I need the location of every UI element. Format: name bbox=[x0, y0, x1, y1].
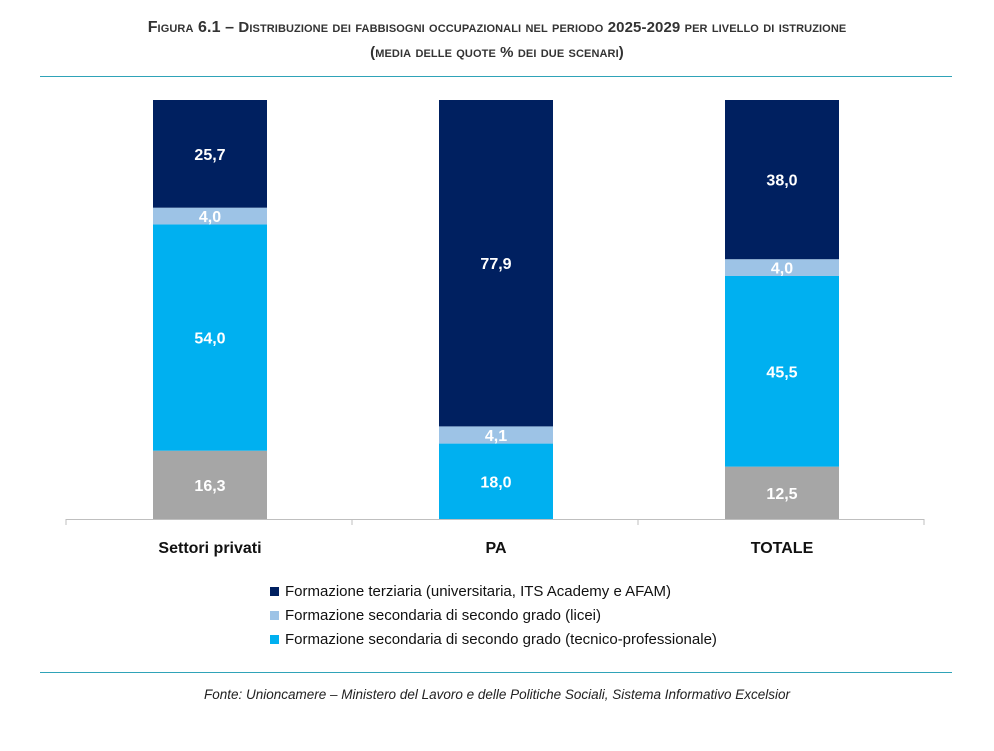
legend-item: Formazione secondaria di secondo grado (… bbox=[270, 627, 717, 651]
top-divider bbox=[40, 76, 952, 77]
data-label: 77,9 bbox=[480, 256, 511, 273]
stacked-bar-chart: 16,3 54,0 4,0 25,7 Settori privati 18,0 4,1 77,… bbox=[65, 100, 925, 557]
figure-title-text: Distribuzione dei fabbisogni occupaziona… bbox=[238, 19, 847, 36]
data-label: 12,5 bbox=[766, 486, 797, 503]
legend-swatch bbox=[270, 634, 279, 644]
bottom-divider bbox=[40, 672, 952, 673]
legend-label: Formazione secondaria di secondo grado (… bbox=[285, 630, 717, 648]
bar-segment bbox=[153, 224, 267, 451]
data-label: 45,5 bbox=[766, 364, 797, 381]
x-tick-label: PA bbox=[485, 540, 506, 557]
chart-legend: Formazione terziaria (universitaria, ITS… bbox=[270, 579, 717, 651]
legend-swatch bbox=[270, 586, 279, 596]
bar-segment bbox=[153, 100, 267, 208]
data-label: 4,0 bbox=[199, 209, 221, 226]
legend-label: Formazione secondaria di secondo grado (… bbox=[285, 606, 601, 624]
data-label: 16,3 bbox=[194, 478, 225, 495]
x-tick-label: TOTALE bbox=[751, 540, 814, 557]
x-tick-label: Settori privati bbox=[158, 540, 261, 557]
data-label: 4,0 bbox=[771, 261, 793, 278]
bar-segment bbox=[725, 275, 839, 467]
chart-title: Figura 6.1 – Distribuzione dei fabbisogn… bbox=[0, 19, 994, 37]
bar-segment bbox=[153, 207, 267, 225]
legend-label: Formazione terziaria (universitaria, ITS… bbox=[285, 582, 671, 600]
bar-segment bbox=[725, 466, 839, 519]
bar-segment bbox=[439, 100, 553, 427]
data-label: 18,0 bbox=[480, 474, 511, 491]
legend-item: Formazione secondaria di secondo grado (… bbox=[270, 603, 717, 627]
data-label: 25,7 bbox=[194, 147, 225, 164]
bar-segment bbox=[439, 443, 553, 519]
bar-segment bbox=[725, 259, 839, 276]
bar-segment bbox=[153, 450, 267, 519]
data-label: 38,0 bbox=[766, 173, 797, 190]
figure-number: Figura 6.1 – bbox=[147, 19, 235, 36]
source-note: Fonte: Unioncamere – Ministero del Lavor… bbox=[203, 687, 791, 702]
chart-subtitle: (media delle quote % dei due scenari) bbox=[370, 44, 624, 61]
legend-swatch bbox=[270, 610, 279, 620]
bar-segment bbox=[725, 100, 839, 260]
legend-item: Formazione terziaria (universitaria, ITS… bbox=[270, 579, 717, 603]
bar-segment bbox=[439, 426, 553, 444]
data-label: 4,1 bbox=[485, 428, 507, 445]
data-label: 54,0 bbox=[194, 331, 225, 348]
